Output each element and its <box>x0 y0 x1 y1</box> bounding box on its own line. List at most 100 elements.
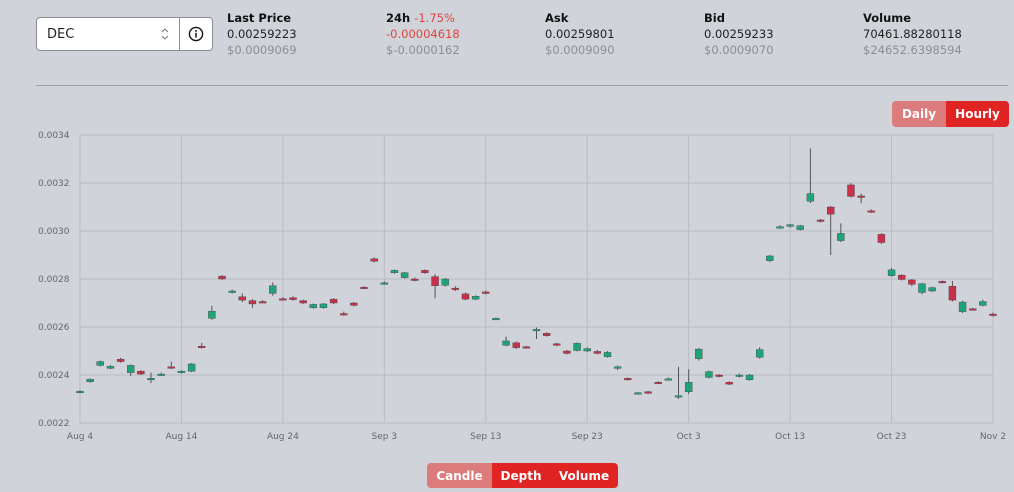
hourly-button[interactable]: Hourly <box>946 101 1009 127</box>
candle-body <box>877 234 886 243</box>
x-tick-label: Sep 3 <box>372 432 398 442</box>
candle-body <box>674 395 683 398</box>
y-tick-label: 0.0034 <box>38 131 70 141</box>
candle-body <box>390 270 399 273</box>
candle-body <box>755 349 764 358</box>
candle-body <box>664 378 673 381</box>
candle-body <box>887 269 896 276</box>
stat-last-price: Last Price 0.00259223 $0.0009069 <box>227 10 297 58</box>
candle-body <box>542 333 551 336</box>
candle-body <box>340 313 348 316</box>
candle-body <box>847 184 855 197</box>
info-icon <box>188 26 204 42</box>
stat-label: Volume <box>863 11 912 25</box>
candle-body <box>816 219 825 222</box>
y-tick-label: 0.0030 <box>38 227 70 237</box>
candle-body <box>573 343 581 351</box>
depth-button[interactable]: Depth <box>492 463 550 488</box>
candle-body <box>918 283 926 293</box>
candle-body <box>157 373 165 376</box>
candle-body <box>532 329 541 332</box>
candle-body <box>806 193 815 202</box>
stat-label: Bid <box>704 11 725 25</box>
daily-button[interactable]: Daily <box>892 101 946 127</box>
candle-body <box>826 206 835 215</box>
candle-body <box>857 195 865 198</box>
volume-button[interactable]: Volume <box>550 463 618 488</box>
candle-body <box>187 363 196 372</box>
candle-body <box>938 281 946 284</box>
stat-change: -1.75% <box>414 11 455 25</box>
candle-body <box>116 358 125 362</box>
candle-body <box>644 391 652 394</box>
stat-usd: $24652.6398594 <box>863 43 962 57</box>
candlestick-chart: 0.0022 0.0024 0.0026 0.0028 0.0030 0.0032 0.00… <box>38 131 1006 442</box>
candle-body <box>370 258 378 262</box>
candle-body <box>299 300 307 304</box>
candle-body <box>989 313 997 316</box>
candle-body <box>553 343 561 346</box>
candle-button[interactable]: Candle <box>427 463 492 488</box>
candle-body <box>461 293 470 300</box>
candle-body <box>613 366 622 369</box>
candle-body <box>979 301 987 306</box>
candle-body <box>228 290 236 293</box>
candle-body <box>695 348 703 359</box>
x-tick-label: Oct 3 <box>677 432 701 442</box>
candle-body <box>137 370 145 375</box>
token-selector[interactable]: DEC <box>36 17 213 51</box>
candle-body <box>258 301 267 304</box>
candle-body <box>583 348 591 352</box>
candle-body <box>969 308 977 311</box>
candle-body <box>796 225 804 230</box>
x-tick-label: Aug 14 <box>165 432 197 442</box>
stat-value: 0.00259801 <box>545 27 615 41</box>
stat-usd: $-0.0000162 <box>386 43 460 57</box>
candle-body <box>451 287 460 290</box>
candle-body <box>218 275 226 280</box>
candle-body <box>958 301 967 312</box>
candle-body <box>208 310 216 319</box>
stat-label: Last Price <box>227 11 292 25</box>
candle-body <box>441 278 449 286</box>
x-tick-label: Aug 4 <box>67 432 93 442</box>
candle-body <box>908 279 916 285</box>
stat-volume: Volume 70461.88280118 $24652.6398594 <box>863 10 962 58</box>
y-tick-label: 0.0022 <box>38 419 70 429</box>
candle-body <box>76 391 84 394</box>
stat-value: 0.00259233 <box>704 27 774 41</box>
stat-value: -0.00004618 <box>386 27 460 41</box>
y-tick-label: 0.0028 <box>38 275 70 285</box>
header-divider <box>36 85 1008 86</box>
stat-ask: Ask 0.00259801 $0.0009090 <box>545 10 615 58</box>
stat-label: Ask <box>545 11 569 25</box>
stat-value: 70461.88280118 <box>863 27 962 41</box>
candle-body <box>684 382 693 393</box>
x-tick-label: Aug 24 <box>267 432 299 442</box>
candle-body <box>360 286 368 289</box>
x-tick-label: Sep 23 <box>572 432 603 442</box>
x-tick-label: Nov 2 <box>980 432 1006 442</box>
x-tick-label: Oct 23 <box>877 432 907 442</box>
candle-body <box>127 365 135 373</box>
candle-body <box>86 379 94 382</box>
y-tick-label: 0.0032 <box>38 179 70 189</box>
stat-label: 24h <box>386 11 411 25</box>
stat-usd: $0.0009090 <box>545 43 615 57</box>
candle-body <box>522 346 531 349</box>
x-tick-label: Oct 13 <box>775 432 805 442</box>
candle-body <box>837 233 845 241</box>
candle-body <box>177 370 186 373</box>
candle-body <box>603 352 612 357</box>
candle-body <box>167 366 176 369</box>
candle-body <box>380 282 389 285</box>
token-select[interactable]: DEC <box>37 18 179 50</box>
candle-body <box>471 296 480 300</box>
view-toggle: Candle Depth Volume <box>427 463 618 488</box>
info-button[interactable] <box>179 18 212 50</box>
candle-body <box>96 361 104 366</box>
stat-bid: Bid 0.00259233 $0.0009070 <box>704 10 774 58</box>
candle-body <box>309 304 318 309</box>
candle-body <box>735 374 744 377</box>
interval-toggle: Daily Hourly <box>892 101 1009 127</box>
